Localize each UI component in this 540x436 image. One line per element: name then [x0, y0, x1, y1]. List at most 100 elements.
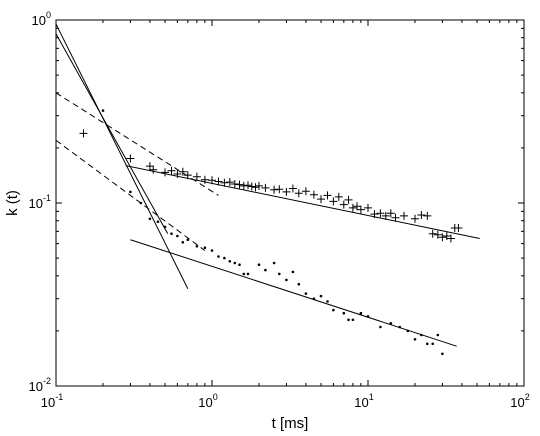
- plot-area: [55, 19, 525, 387]
- y-tick-label: 10-2: [29, 376, 51, 394]
- fit-lines: [55, 23, 480, 347]
- dot-marker: [223, 256, 226, 260]
- x-tick-label: 102: [510, 392, 529, 410]
- dot-marker: [332, 308, 335, 312]
- dot-marker: [379, 325, 382, 329]
- plus-marker: [173, 170, 182, 178]
- dot-marker: [389, 322, 393, 325]
- data-markers: [79, 109, 463, 356]
- dot-marker: [264, 268, 267, 272]
- dot-marker: [246, 272, 250, 276]
- plus-marker: [370, 210, 379, 219]
- plus-marker: [381, 211, 390, 220]
- plus-marker: [288, 184, 297, 193]
- fit-line-3-solid: [55, 33, 169, 234]
- dot-marker: [359, 311, 363, 315]
- dot-marker: [156, 220, 160, 223]
- plus-marker: [235, 180, 244, 189]
- plus-marker: [428, 229, 437, 238]
- plus-marker: [323, 191, 332, 200]
- plus-marker: [376, 209, 385, 218]
- plus-marker: [220, 178, 229, 187]
- plus-marker: [329, 197, 338, 206]
- dot-marker: [441, 352, 444, 356]
- dot-marker: [312, 297, 316, 301]
- plus-marker: [454, 224, 463, 232]
- dot-marker: [406, 329, 410, 333]
- plus-marker: [446, 234, 455, 243]
- dot-marker: [139, 201, 143, 205]
- plus-marker: [225, 178, 234, 187]
- dot-marker: [242, 272, 246, 276]
- fit-line-1-solid: [125, 165, 480, 239]
- fit-line-4-solid: [55, 23, 189, 289]
- dot-marker: [347, 318, 350, 322]
- plus-marker: [356, 205, 365, 214]
- plus-marker: [167, 166, 176, 175]
- plus-marker: [145, 162, 154, 171]
- dot-marker: [351, 318, 355, 322]
- plus-marker: [239, 181, 248, 190]
- plus-marker: [400, 211, 408, 220]
- dot-marker: [272, 261, 276, 265]
- dot-marker: [436, 333, 440, 337]
- plus-marker: [214, 177, 223, 186]
- plus-marker: [294, 189, 303, 198]
- plus-marker: [309, 190, 318, 199]
- dot-marker: [163, 225, 167, 229]
- axis-ticks: [55, 20, 524, 387]
- x-tick-label: 100: [198, 392, 217, 410]
- fit-line-2-solid: [130, 239, 457, 347]
- dot-marker: [326, 300, 329, 303]
- plus-marker: [244, 181, 252, 190]
- dot-marker: [129, 190, 132, 194]
- dot-marker: [203, 246, 207, 249]
- plus-marker: [433, 230, 442, 239]
- plus-marker: [126, 154, 135, 163]
- x-tick-label: 101: [354, 392, 373, 410]
- plus-marker: [391, 213, 400, 222]
- dot-marker: [420, 333, 423, 337]
- plus-marker: [161, 168, 169, 177]
- dot-marker: [181, 241, 185, 244]
- dot-marker: [233, 261, 237, 265]
- dot-marker: [278, 272, 281, 276]
- plus-marker: [364, 203, 372, 212]
- plus-marker: [261, 183, 270, 192]
- dot-marker: [319, 294, 323, 298]
- plus-marker: [183, 171, 192, 180]
- dot-marker: [297, 282, 301, 286]
- plus-marker: [438, 233, 447, 242]
- dot-marker: [413, 338, 417, 341]
- plus-marker: [386, 209, 395, 218]
- plus-marker: [208, 176, 216, 185]
- plus-marker: [411, 214, 419, 223]
- plus-marker: [79, 129, 88, 138]
- dot-marker: [238, 263, 241, 267]
- dot-marker: [257, 263, 261, 267]
- dot-marker: [195, 245, 199, 248]
- y-tick-label: 10-1: [29, 193, 51, 211]
- plus-marker: [255, 181, 263, 190]
- dot-marker: [148, 217, 152, 221]
- plus-marker: [344, 195, 353, 204]
- dot-marker: [186, 238, 190, 241]
- dot-marker: [170, 232, 173, 235]
- dot-marker: [176, 234, 179, 238]
- y-axis-label: k (t): [4, 190, 21, 216]
- dot-marker: [342, 311, 346, 315]
- plus-marker: [282, 187, 291, 196]
- plus-marker: [339, 200, 348, 209]
- plus-marker: [348, 203, 357, 212]
- dot-marker: [426, 342, 429, 346]
- plus-marker: [301, 187, 310, 196]
- plus-marker: [317, 195, 325, 204]
- plus-marker: [247, 182, 256, 191]
- y-tick-label: 100: [32, 10, 51, 28]
- fit-line-6-dashed: [55, 139, 206, 251]
- plus-marker: [200, 175, 209, 184]
- fit-line-5-dashed: [55, 92, 219, 196]
- plus-marker: [442, 232, 451, 240]
